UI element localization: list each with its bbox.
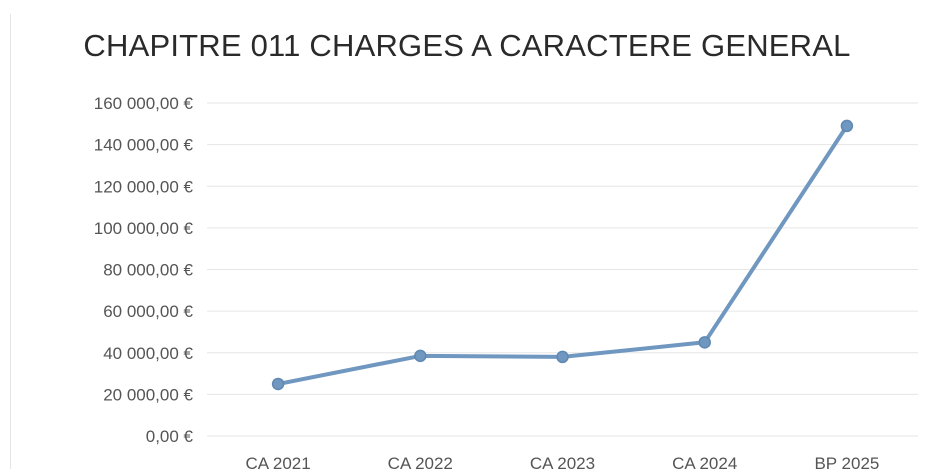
x-axis-tick-labels: CA 2021 CA 2022 CA 2023 CA 2024 BP 2025 — [245, 454, 879, 473]
y-tick-label: 60 000,00 € — [103, 302, 193, 321]
data-point — [271, 377, 285, 391]
y-tick-label: 20 000,00 € — [103, 385, 193, 404]
y-tick-label: 40 000,00 € — [103, 344, 193, 363]
y-tick-label: 160 000,00 € — [94, 94, 194, 113]
y-tick-label: 0,00 € — [146, 427, 194, 446]
chart-title: CHAPITRE 011 CHARGES A CARACTERE GENERAL — [83, 28, 851, 63]
x-tick-label: CA 2022 — [388, 454, 453, 473]
y-tick-label: 140 000,00 € — [94, 136, 194, 155]
x-tick-label: CA 2024 — [672, 454, 737, 473]
grid-layer — [207, 102, 918, 437]
data-point — [840, 119, 854, 133]
data-point — [698, 336, 711, 349]
x-tick-label: CA 2023 — [530, 454, 595, 473]
y-tick-label: 100 000,00 € — [94, 219, 194, 238]
x-tick-label: BP 2025 — [814, 454, 879, 473]
chart-frame — [10, 14, 929, 469]
y-tick-label: 80 000,00 € — [103, 261, 193, 280]
y-tick-label: 120 000,00 € — [94, 177, 194, 196]
series-line — [276, 123, 849, 386]
data-point — [556, 350, 569, 364]
y-axis-tick-labels: 0,00 € 20 000,00 € 40 000,00 € 60 000,00 € 8… — [94, 94, 194, 446]
x-tick-label: CA 2021 — [245, 454, 310, 473]
data-point — [414, 349, 427, 363]
series-layer — [271, 119, 854, 391]
